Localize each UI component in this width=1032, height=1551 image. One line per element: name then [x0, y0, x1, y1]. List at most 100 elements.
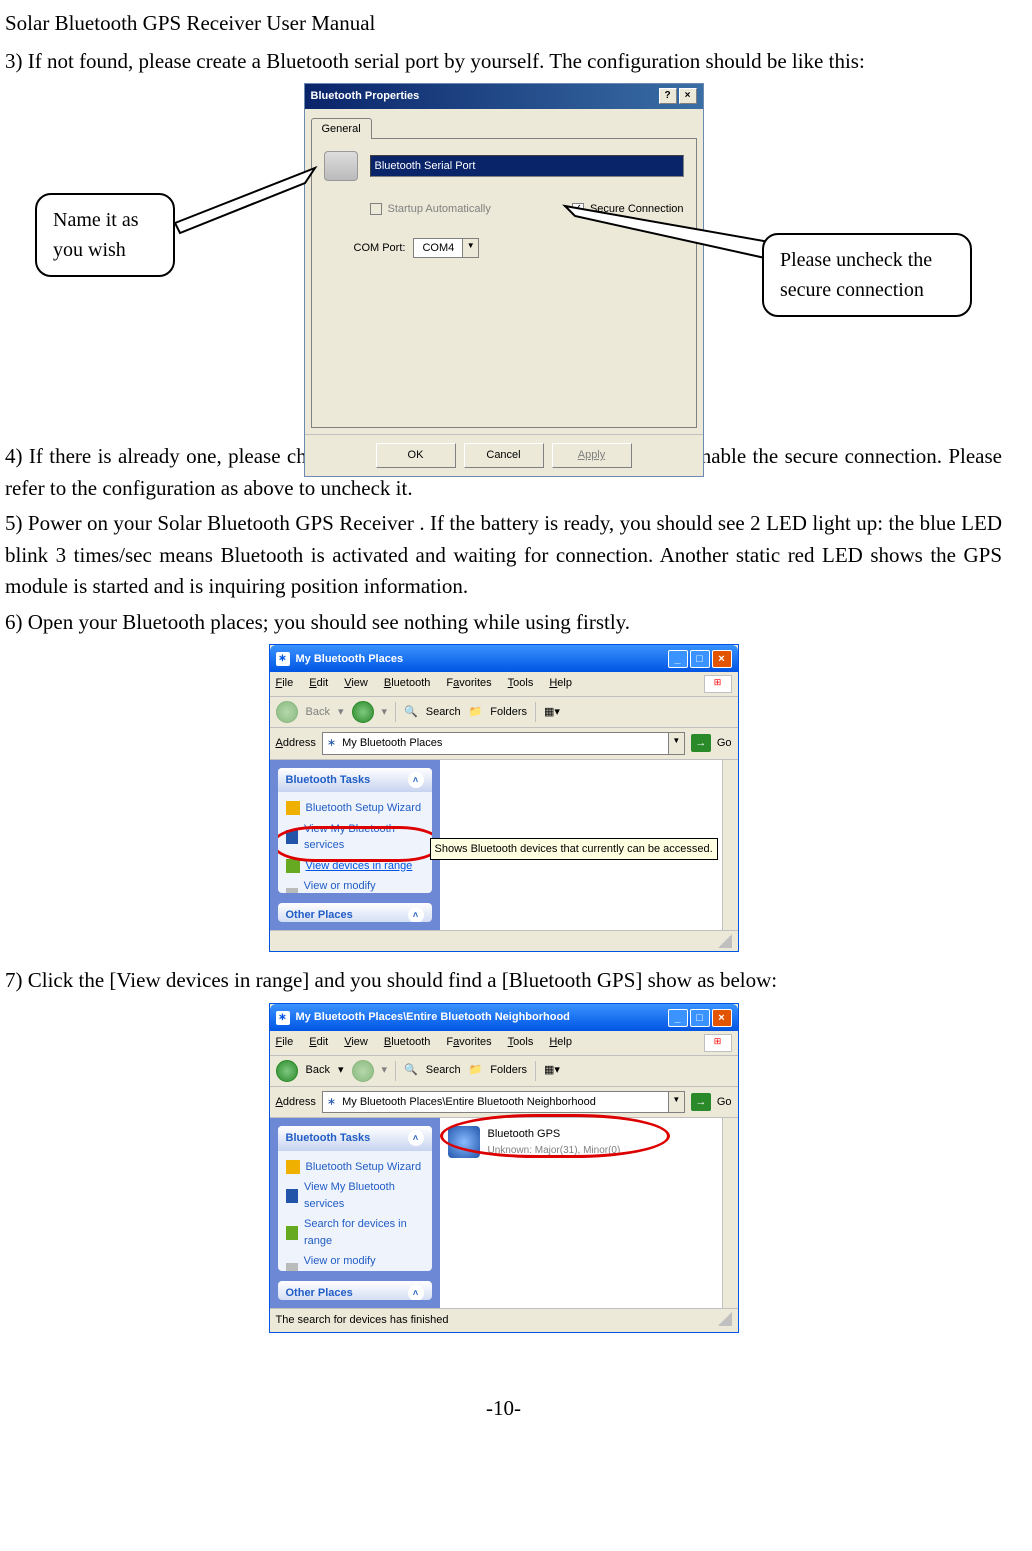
windows-flag-icon: ⊞ [704, 675, 732, 693]
link-search-devices[interactable]: Search for devices in range [286, 1214, 424, 1251]
search-icon: 🔍 [404, 704, 418, 721]
views-button[interactable]: ▦▾ [544, 1062, 560, 1079]
address-label: Address [276, 1094, 316, 1111]
step-5: 5) Power on your Solar Bluetooth GPS Rec… [5, 508, 1002, 603]
maximize-button[interactable]: □ [690, 1009, 710, 1027]
window-title: My Bluetooth Places\Entire Bluetooth Nei… [296, 1009, 570, 1026]
minimize-button[interactable]: _ [668, 650, 688, 668]
menu-favorites[interactable]: Favorites [446, 1034, 491, 1052]
step-7: 7) Click the [View devices in range] and… [5, 965, 1002, 997]
name-input[interactable]: Bluetooth Serial Port [370, 155, 684, 178]
resize-grip[interactable] [718, 1312, 732, 1326]
bluetooth-icon: ∗ [276, 1011, 290, 1025]
go-label: Go [717, 1094, 732, 1111]
startup-checkbox: Startup Automatically [370, 201, 491, 218]
menu-tools[interactable]: Tools [508, 675, 534, 693]
windows-flag-icon: ⊞ [704, 1034, 732, 1052]
chevron-up-icon: ˄ [408, 907, 424, 921]
link-view-services[interactable]: View My Bluetooth services [286, 819, 424, 856]
menu-help[interactable]: Help [549, 675, 572, 693]
doc-title: Solar Bluetooth GPS Receiver User Manual [5, 8, 1002, 40]
menu-favorites[interactable]: Favorites [446, 675, 491, 693]
bluetooth-icon: ∗ [276, 652, 290, 666]
views-button[interactable]: ▦▾ [544, 704, 560, 721]
explorer-window-1: ∗ My Bluetooth Places _ □ × File Edit Vi… [269, 644, 739, 952]
go-label: Go [717, 735, 732, 752]
close-button[interactable]: × [712, 650, 732, 668]
serial-port-icon [324, 151, 358, 181]
chevron-up-icon: ˄ [408, 772, 424, 788]
close-button[interactable]: × [712, 1009, 732, 1027]
step-3: 3) If not found, please create a Bluetoo… [5, 46, 1002, 78]
ok-button[interactable]: OK [376, 443, 456, 468]
link-modify-config[interactable]: View or modify configuration [286, 1251, 424, 1271]
back-label: Back [306, 1062, 330, 1079]
search-button[interactable]: Search [426, 1062, 461, 1079]
menu-edit[interactable]: Edit [309, 675, 328, 693]
figure-bt-properties: Name it as you wish Please uncheck the s… [5, 83, 1002, 433]
scrollbar[interactable] [722, 760, 738, 930]
bluetooth-tasks-header[interactable]: Bluetooth Tasks ˄ [278, 1126, 432, 1151]
callout-name-it: Name it as you wish [35, 193, 175, 277]
menu-view[interactable]: View [344, 1034, 368, 1052]
back-label: Back [306, 704, 330, 721]
folders-button[interactable]: Folders [490, 704, 527, 721]
dialog-title: Bluetooth Properties [311, 88, 420, 105]
window-title: My Bluetooth Places [296, 651, 404, 668]
figure-bt-places-2: ∗ My Bluetooth Places\Entire Bluetooth N… [5, 1003, 1002, 1333]
menu-file[interactable]: File [276, 675, 294, 693]
device-bluetooth-gps[interactable]: Bluetooth GPS Unknown: Major(31), Minor(… [448, 1126, 730, 1158]
other-places-header[interactable]: Other Places ˄ [278, 903, 432, 921]
cancel-button[interactable]: Cancel [464, 443, 544, 468]
menu-help[interactable]: Help [549, 1034, 572, 1052]
page-number: -10- [5, 1393, 1002, 1425]
forward-button[interactable] [352, 1060, 374, 1082]
menu-edit[interactable]: Edit [309, 1034, 328, 1052]
device-sub: Unknown: Major(31), Minor(0) [488, 1143, 621, 1158]
com-port-select[interactable]: COM4 ▼ [413, 238, 479, 259]
folders-icon: 📁 [469, 1062, 483, 1079]
com-port-label: COM Port: [354, 240, 406, 257]
maximize-button[interactable]: □ [690, 650, 710, 668]
chevron-up-icon: ˄ [408, 1285, 424, 1300]
menu-file[interactable]: File [276, 1034, 294, 1052]
device-icon [448, 1126, 480, 1158]
go-button[interactable]: → [691, 734, 711, 752]
link-setup-wizard[interactable]: Bluetooth Setup Wizard [286, 1157, 424, 1178]
step-6: 6) Open your Bluetooth places; you shoul… [5, 607, 1002, 639]
link-modify-config[interactable]: View or modify configuration [286, 876, 424, 893]
back-button[interactable] [276, 1060, 298, 1082]
go-button[interactable]: → [691, 1093, 711, 1111]
help-button[interactable]: ? [659, 88, 677, 104]
resize-grip[interactable] [718, 934, 732, 948]
folders-button[interactable]: Folders [490, 1062, 527, 1079]
secure-checkbox[interactable]: ✓ Secure Connection [572, 201, 684, 218]
menu-view[interactable]: View [344, 675, 368, 693]
device-name: Bluetooth GPS [488, 1126, 621, 1143]
chevron-up-icon: ˄ [408, 1130, 424, 1146]
search-icon: 🔍 [404, 1062, 418, 1079]
tooltip: Shows Bluetooth devices that currently c… [430, 838, 718, 861]
link-view-services[interactable]: View My Bluetooth services [286, 1177, 424, 1214]
address-bar[interactable]: ∗ My Bluetooth Places\Entire Bluetooth N… [322, 1091, 685, 1114]
scrollbar[interactable] [722, 1118, 738, 1308]
folders-icon: 📁 [469, 704, 483, 721]
menu-tools[interactable]: Tools [508, 1034, 534, 1052]
menu-bluetooth[interactable]: Bluetooth [384, 1034, 431, 1052]
link-setup-wizard[interactable]: Bluetooth Setup Wizard [286, 798, 424, 819]
back-button[interactable] [276, 701, 298, 723]
explorer-window-2: ∗ My Bluetooth Places\Entire Bluetooth N… [269, 1003, 739, 1333]
other-places-header[interactable]: Other Places ˄ [278, 1281, 432, 1300]
link-view-devices[interactable]: View devices in range [286, 856, 424, 877]
apply-button: Apply [552, 443, 632, 468]
bluetooth-properties-dialog: Bluetooth Properties ? × General Bluetoo… [304, 83, 704, 477]
address-bar[interactable]: ∗ My Bluetooth Places ▼ [322, 732, 685, 755]
address-label: Address [276, 735, 316, 752]
menu-bluetooth[interactable]: Bluetooth [384, 675, 431, 693]
forward-button[interactable] [352, 701, 374, 723]
close-button[interactable]: × [679, 88, 697, 104]
search-button[interactable]: Search [426, 704, 461, 721]
minimize-button[interactable]: _ [668, 1009, 688, 1027]
tab-general[interactable]: General [311, 118, 372, 140]
bluetooth-tasks-header[interactable]: Bluetooth Tasks ˄ [278, 768, 432, 793]
